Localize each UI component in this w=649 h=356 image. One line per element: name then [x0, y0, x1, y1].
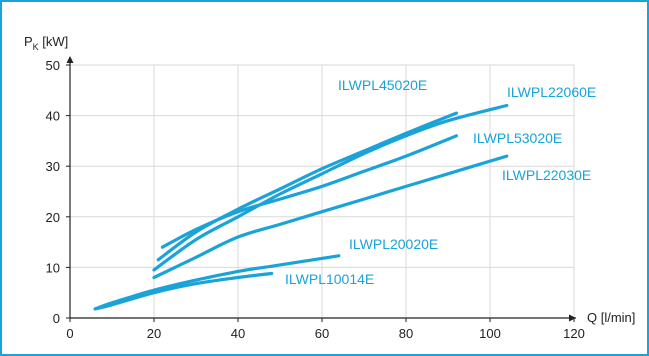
- x-tick-label: 100: [479, 326, 501, 341]
- series-line-ilwpl22030e: [152, 154, 509, 280]
- y-axis-title: PK [kW]: [24, 34, 68, 52]
- x-tick-label: 40: [231, 326, 245, 341]
- y-tick-label: 10: [46, 260, 60, 275]
- series-labels: ILWPL45020E ILWPL22060E ILWPL53020E ILWPL22…: [285, 77, 596, 287]
- x-tick-label: 0: [66, 326, 73, 341]
- y-axis-title-unit: [kW]: [39, 34, 69, 49]
- x-axis-arrow-icon: [569, 314, 576, 322]
- series-label-ilwpl53020e: ILWPL53020E: [473, 130, 562, 146]
- y-axis-arrow-icon: [66, 56, 74, 63]
- series-line-ilwpl22060e: [152, 103, 509, 272]
- gridlines: [70, 64, 575, 318]
- series-label-ilwpl22030e: ILWPL22030E: [502, 167, 591, 183]
- tick-labels: 0 20 40 60 80 100 120 0 10 20 30 40 50: [46, 58, 585, 341]
- x-axis-title: Q [l/min]: [587, 310, 635, 325]
- y-tick-label: 40: [46, 109, 60, 124]
- x-tick-label: 80: [399, 326, 413, 341]
- series-line-ilwpl20020e: [93, 254, 341, 311]
- y-tick-label: 0: [53, 311, 60, 326]
- x-tick-label: 120: [563, 326, 585, 341]
- series-label-ilwpl22060e: ILWPL22060E: [507, 84, 596, 100]
- y-axis-title-main: P: [24, 34, 33, 49]
- axes: [66, 56, 576, 322]
- series-line-ilwpl10014e: [93, 271, 274, 311]
- series-label-ilwpl10014e: ILWPL10014E: [285, 271, 374, 287]
- series-label-ilwpl45020e: ILWPL45020E: [338, 77, 427, 93]
- series-line-ilwpl53020e: [160, 134, 458, 249]
- series-line-ilwpl45020e: [156, 111, 458, 262]
- y-tick-label: 20: [46, 210, 60, 225]
- y-tick-label: 30: [46, 159, 60, 174]
- y-axis-title-subscript: K: [33, 42, 39, 52]
- series-label-ilwpl20020e: ILWPL20020E: [349, 236, 438, 252]
- x-tick-label: 20: [147, 326, 161, 341]
- x-tick-label: 60: [315, 326, 329, 341]
- series-lines: [93, 103, 509, 311]
- y-tick-label: 50: [46, 58, 60, 73]
